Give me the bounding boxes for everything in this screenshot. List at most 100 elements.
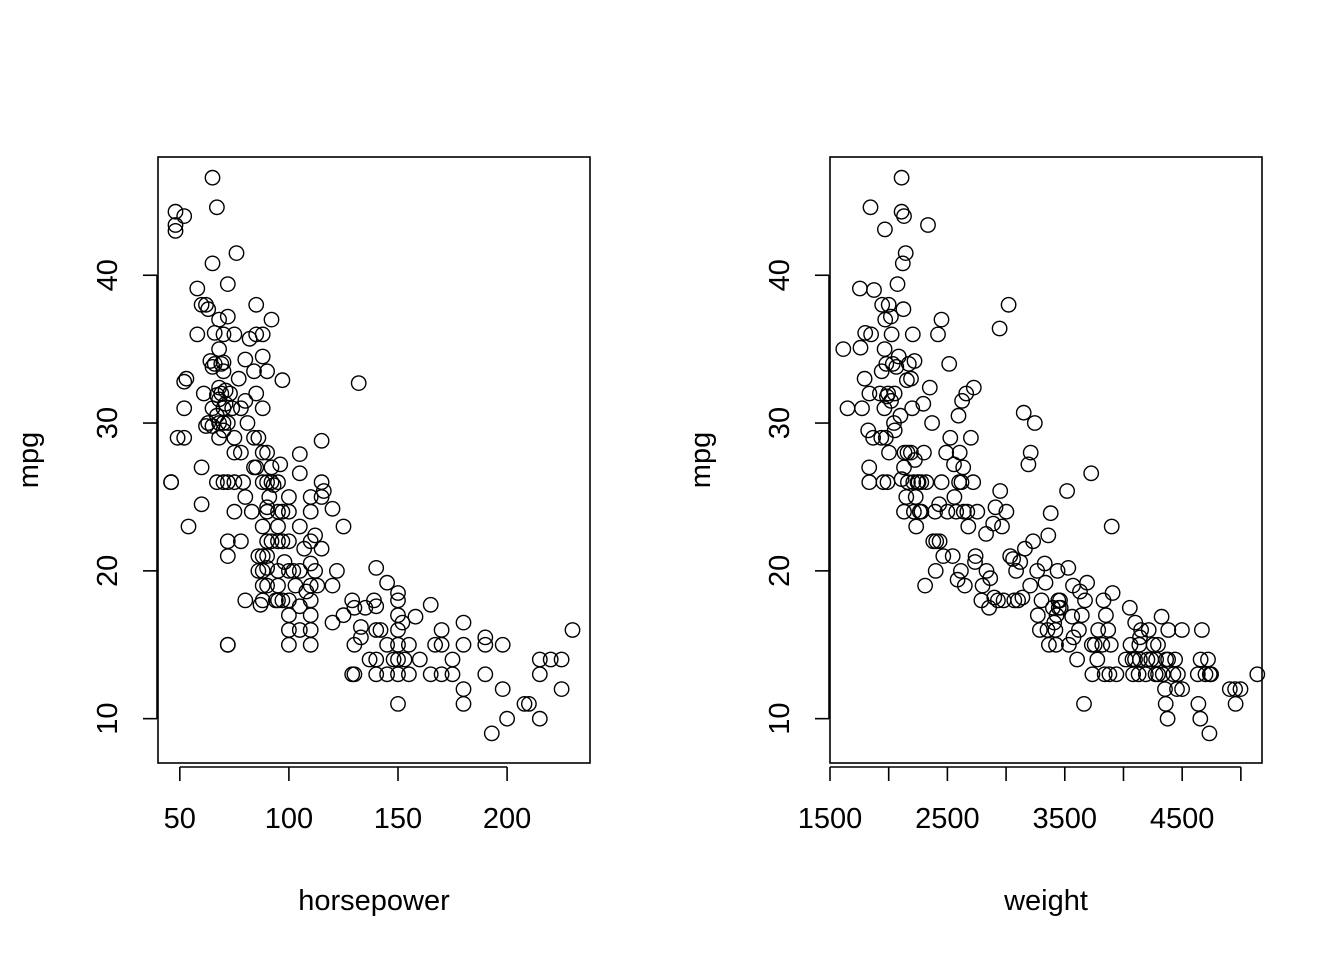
data-point <box>313 540 330 557</box>
data-point <box>1000 296 1017 313</box>
data-point <box>270 592 286 609</box>
data-point <box>1095 592 1112 609</box>
data-point <box>1133 622 1150 638</box>
data-point <box>1157 696 1174 712</box>
data-point <box>942 429 959 446</box>
data-point <box>189 326 206 343</box>
data-point <box>903 444 919 461</box>
data-point <box>302 622 319 638</box>
data-point <box>246 429 262 446</box>
data-point <box>889 276 906 292</box>
data-point <box>982 570 999 587</box>
data-point <box>856 370 873 387</box>
data-point <box>372 622 389 638</box>
data-point <box>954 392 970 409</box>
y-axis: 10 20 30 40 <box>764 259 830 735</box>
x-axis-title: horsepower <box>298 885 450 917</box>
data-point <box>499 710 515 727</box>
data-point <box>211 429 228 446</box>
data-point <box>1052 592 1068 609</box>
data-point <box>455 614 472 631</box>
data-point <box>291 518 308 535</box>
data-point <box>204 169 221 186</box>
data-point <box>950 407 967 424</box>
data-point <box>248 296 265 313</box>
data-point <box>880 385 896 402</box>
data-point <box>226 503 243 520</box>
data-point <box>877 221 893 238</box>
x-tick-label: 100 <box>265 803 313 835</box>
y-axis: 10 20 30 40 <box>92 259 158 735</box>
data-point <box>379 636 395 653</box>
data-point <box>291 563 308 579</box>
data-point <box>259 444 275 461</box>
data-point <box>994 518 1010 535</box>
data-point <box>1108 666 1125 683</box>
data-point <box>302 592 319 609</box>
data-point <box>1005 551 1021 567</box>
data-point <box>219 276 236 292</box>
data-point <box>564 622 581 638</box>
data-point <box>400 636 417 653</box>
data-point <box>883 308 899 325</box>
data-point <box>941 355 958 372</box>
data-point <box>280 636 297 653</box>
data-point <box>217 382 234 399</box>
data-point <box>215 363 232 380</box>
data-point <box>368 598 385 615</box>
data-point <box>969 503 986 520</box>
data-point <box>204 255 221 272</box>
data-point <box>866 282 882 298</box>
data-point <box>237 592 254 609</box>
data-point <box>978 526 994 542</box>
data-point <box>948 503 965 520</box>
data-point <box>1190 696 1207 712</box>
data-point <box>904 326 921 343</box>
data-point <box>863 326 879 343</box>
data-point <box>933 474 950 491</box>
data-point <box>248 385 265 402</box>
data-point <box>955 503 972 520</box>
data-point <box>1197 666 1214 683</box>
data-point <box>1192 710 1209 727</box>
data-point <box>1076 696 1092 712</box>
data-point <box>302 636 319 653</box>
data-point <box>925 533 942 550</box>
data-point <box>352 619 369 635</box>
data-point <box>892 407 909 424</box>
data-point <box>924 415 940 431</box>
data-point <box>1159 710 1176 727</box>
data-point <box>248 459 265 476</box>
data-point <box>176 400 193 417</box>
data-point <box>839 400 856 417</box>
data-point <box>1083 465 1100 482</box>
data-point <box>921 379 938 396</box>
data-point <box>888 358 905 375</box>
data-point <box>287 577 304 594</box>
data-point <box>167 203 184 220</box>
data-point <box>324 577 341 594</box>
data-point <box>531 666 548 683</box>
data-point <box>938 444 955 461</box>
data-point <box>991 320 1008 337</box>
data-point <box>361 651 378 668</box>
data-point <box>274 533 291 550</box>
data-point <box>352 629 369 646</box>
data-point <box>883 392 899 409</box>
data-point <box>222 385 238 402</box>
data-point <box>167 222 184 239</box>
data-point <box>313 432 330 449</box>
data-point <box>1064 608 1081 625</box>
data-point <box>1014 589 1031 606</box>
data-point <box>215 474 232 491</box>
data-point <box>894 255 911 272</box>
data-point <box>1174 681 1191 697</box>
data-point <box>1121 599 1138 616</box>
data-point <box>835 341 852 357</box>
data-point <box>176 429 193 446</box>
data-point <box>259 548 275 564</box>
x-tick-label: 150 <box>374 803 422 835</box>
data-point <box>237 351 254 368</box>
data-points <box>835 169 1266 742</box>
